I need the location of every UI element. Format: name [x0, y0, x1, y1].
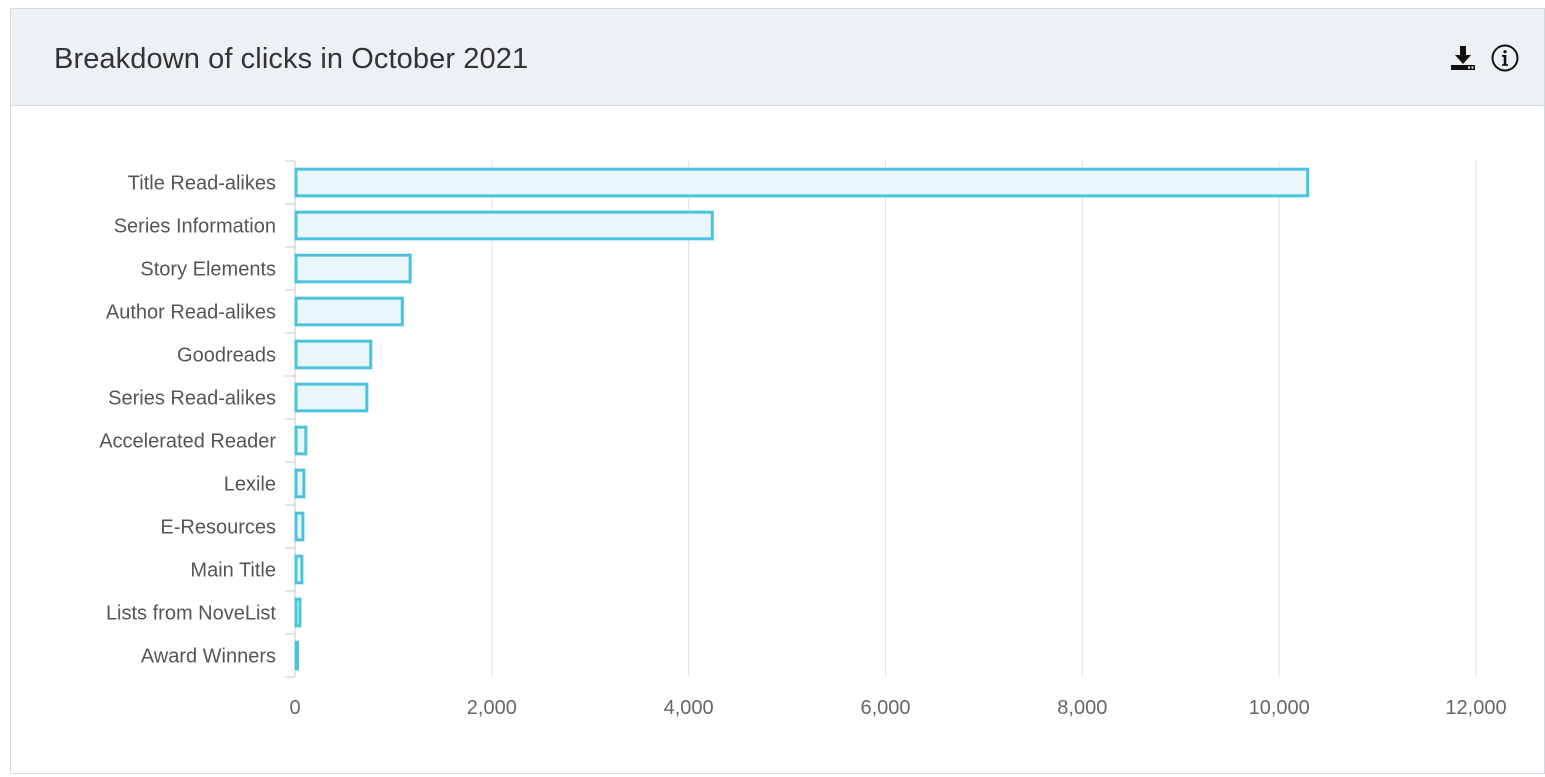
x-tick-label: 8,000	[1057, 697, 1107, 719]
grid-lines	[491, 161, 1477, 677]
category-label: Title Read-alikes	[128, 173, 276, 195]
category-label: Lists from NoveList	[106, 603, 276, 625]
category-label: Lexile	[224, 474, 276, 496]
category-label: Series Read-alikes	[108, 388, 276, 410]
bar	[294, 597, 302, 628]
x-tick-label: 2,000	[467, 697, 517, 719]
x-axis-labels: 0 2,000 4,000 6,000 8,000 10,000 12,000	[289, 697, 1506, 719]
bar	[294, 210, 714, 241]
category-label: Main Title	[190, 560, 276, 582]
bar	[294, 167, 1310, 198]
bar	[294, 640, 299, 671]
bar	[294, 339, 373, 370]
x-tick-label: 10,000	[1249, 697, 1310, 719]
bar	[294, 253, 412, 284]
x-tick-label: 0	[289, 697, 300, 719]
bar	[294, 296, 404, 327]
category-label: Author Read-alikes	[106, 302, 276, 324]
x-tick-label: 12,000	[1445, 697, 1506, 719]
y-axis	[285, 160, 296, 678]
bar	[294, 382, 369, 413]
panel-header: Breakdown of clicks in October 2021	[11, 9, 1544, 106]
category-label: Award Winners	[141, 646, 276, 668]
x-tick-label: 4,000	[664, 697, 714, 719]
category-labels: Title Read-alikes Series Information Story…	[99, 173, 276, 668]
download-icon[interactable]	[1448, 43, 1478, 73]
category-label: Story Elements	[140, 259, 276, 281]
category-label: Series Information	[114, 216, 276, 238]
category-label: Accelerated Reader	[99, 431, 276, 453]
info-icon[interactable]	[1490, 43, 1520, 73]
x-tick-label: 6,000	[860, 697, 910, 719]
bar-chart: Title Read-alikes Series Information Story…	[99, 160, 1507, 719]
bars	[294, 167, 1310, 671]
header-icons	[1448, 43, 1520, 73]
category-label: Goodreads	[177, 345, 276, 367]
chart-panel: Breakdown of clicks in October 2021	[10, 8, 1545, 774]
bar	[294, 554, 304, 585]
category-label: E-Resources	[160, 517, 276, 539]
panel-title: Breakdown of clicks in October 2021	[54, 43, 529, 75]
bar	[294, 468, 306, 499]
bar	[294, 511, 305, 542]
bar	[294, 425, 308, 456]
